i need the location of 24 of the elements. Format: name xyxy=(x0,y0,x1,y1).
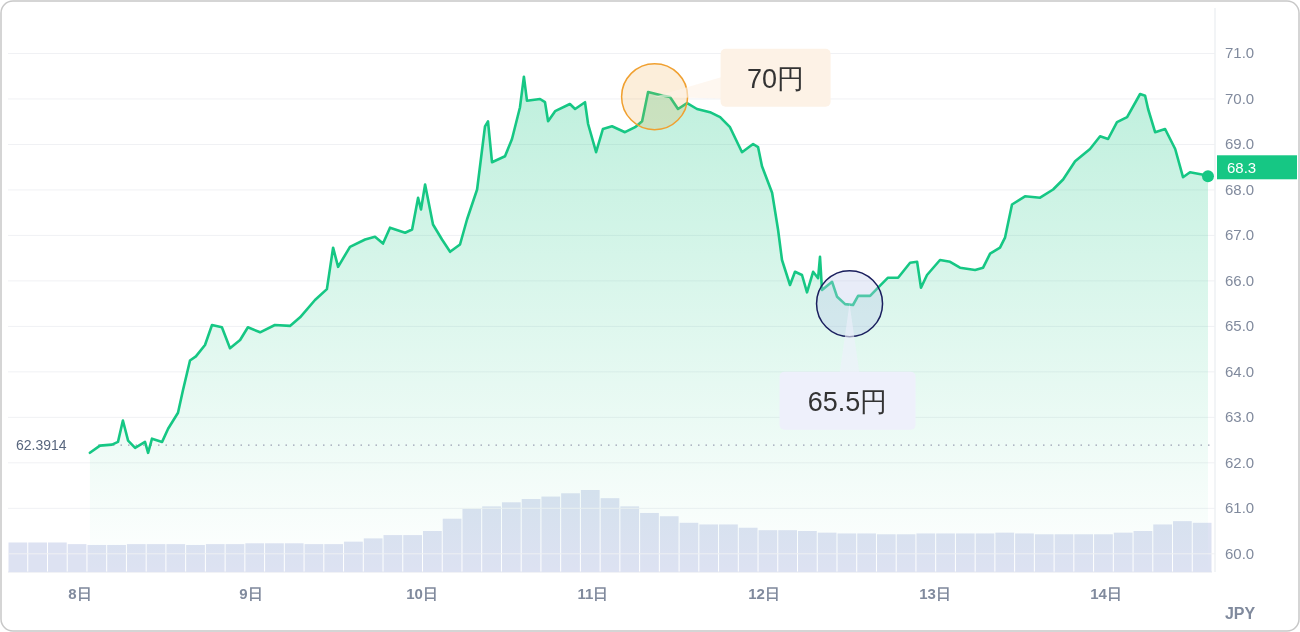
y-tick-label: 71.0 xyxy=(1225,44,1255,62)
annotation: 70円 xyxy=(747,63,805,94)
x-tick-label: 10日 xyxy=(406,585,438,602)
annotation: 68.3 xyxy=(1227,159,1257,177)
y-tick-label: 67.0 xyxy=(1225,226,1255,244)
y-tick-label: 60.0 xyxy=(1225,544,1255,562)
y-tick-label: 66.0 xyxy=(1225,271,1255,289)
y-tick-label: 62.0 xyxy=(1225,453,1255,471)
y-tick-label: 64.0 xyxy=(1225,362,1255,380)
x-tick-label: 11日 xyxy=(577,585,609,602)
y-axis-title: JPY xyxy=(1224,605,1256,622)
y-tick-label: 68.0 xyxy=(1225,180,1255,198)
x-tick-label: 8日 xyxy=(68,585,92,602)
ref-line-label: 62.3914 xyxy=(16,437,67,454)
y-tick-label: 61.0 xyxy=(1225,499,1255,517)
x-tick-label: 13日 xyxy=(919,585,951,602)
y-tick-label: 65.0 xyxy=(1225,317,1255,335)
x-tick-label: 14日 xyxy=(1090,585,1122,602)
x-tick-label: 9日 xyxy=(239,585,263,602)
y-tick-label: 63.0 xyxy=(1225,408,1255,426)
x-tick-label: 12日 xyxy=(748,585,780,602)
y-tick-label: 70.0 xyxy=(1225,89,1255,107)
annotation: 65.5円 xyxy=(807,386,888,417)
y-tick-label: 69.0 xyxy=(1225,135,1255,153)
